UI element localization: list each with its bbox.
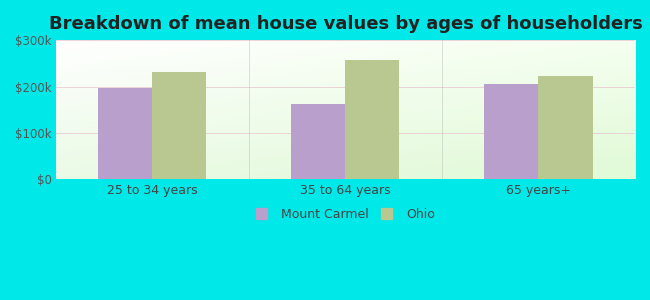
Bar xyxy=(484,84,538,179)
Bar xyxy=(152,72,207,179)
Bar xyxy=(291,104,345,179)
Legend: Mount Carmel, Ohio: Mount Carmel, Ohio xyxy=(251,203,440,226)
Bar xyxy=(345,60,400,179)
Bar xyxy=(98,88,152,179)
Bar xyxy=(538,76,593,179)
Title: Breakdown of mean house values by ages of householders: Breakdown of mean house values by ages o… xyxy=(49,15,642,33)
